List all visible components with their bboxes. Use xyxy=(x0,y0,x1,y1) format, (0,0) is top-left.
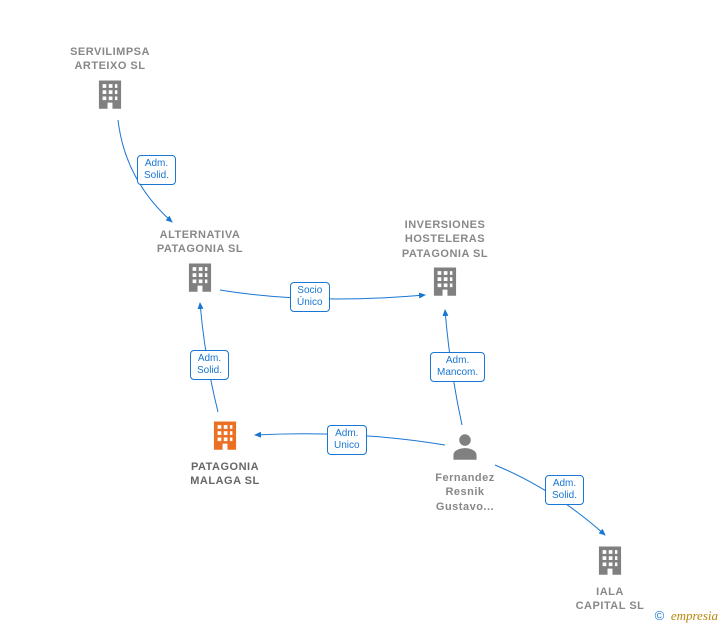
copyright-icon: © xyxy=(655,608,665,623)
node-servilimpsa[interactable]: SERVILIMPSAARTEIXO SL xyxy=(60,45,160,115)
node-label: PATAGONIAMALAGA SL xyxy=(175,460,275,489)
edge-label-3: Adm.Unico xyxy=(327,425,367,455)
watermark-text: empresia xyxy=(671,608,718,623)
node-fernandez[interactable]: FernandezResnikGustavo... xyxy=(420,428,510,514)
node-patagonia[interactable]: PATAGONIAMALAGA SL xyxy=(175,415,275,489)
node-inversiones[interactable]: INVERSIONESHOSTELERASPATAGONIA SL xyxy=(390,218,500,302)
edge-label-5: Adm.Solid. xyxy=(545,475,584,505)
building-icon xyxy=(95,78,125,115)
node-alternativa[interactable]: ALTERNATIVAPATAGONIA SL xyxy=(145,228,255,298)
node-label: INVERSIONESHOSTELERASPATAGONIA SL xyxy=(390,218,500,261)
diagram-canvas: Adm.Solid. SocioÚnico Adm.Solid. Adm.Uni… xyxy=(0,0,728,630)
watermark: © empresia xyxy=(655,608,718,624)
building-icon xyxy=(430,265,460,302)
node-label: SERVILIMPSAARTEIXO SL xyxy=(60,45,160,74)
person-icon xyxy=(451,432,479,467)
edge-label-2: Adm.Solid. xyxy=(190,350,229,380)
edge-label-0: Adm.Solid. xyxy=(137,155,176,185)
edge-label-1: SocioÚnico xyxy=(290,282,330,312)
node-label: ALTERNATIVAPATAGONIA SL xyxy=(145,228,255,257)
building-icon xyxy=(185,261,215,298)
building-icon xyxy=(210,419,240,456)
building-icon xyxy=(595,544,625,581)
node-iala[interactable]: IALACAPITAL SL xyxy=(565,540,655,614)
node-label: FernandezResnikGustavo... xyxy=(420,471,510,514)
edge-label-4: Adm.Mancom. xyxy=(430,352,485,382)
node-label: IALACAPITAL SL xyxy=(565,585,655,614)
